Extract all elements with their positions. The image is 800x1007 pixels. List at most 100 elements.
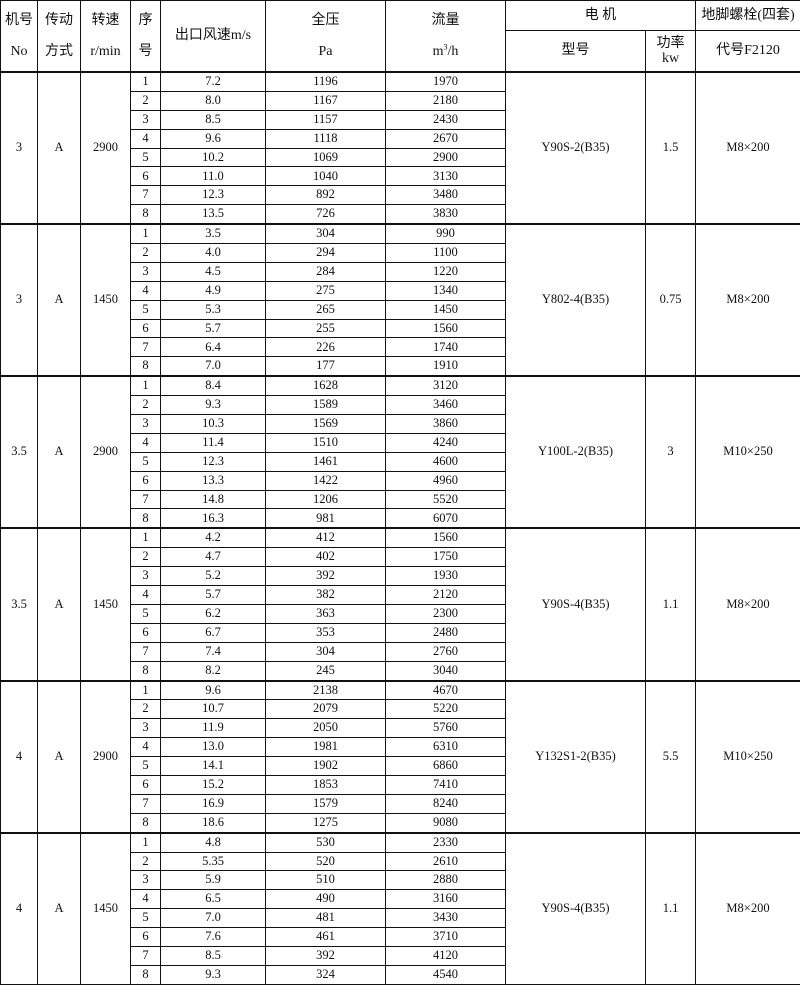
velocity-cell: 5.35 (160, 851, 266, 872)
seq-cell: 3 (130, 109, 161, 130)
bolt-cell: M8×200 (695, 527, 800, 682)
velocity-cell: 14.1 (160, 756, 266, 776)
flow-cell: 3040 (385, 660, 506, 682)
flow-cell: 4670 (385, 679, 506, 701)
pressure-cell: 265 (265, 299, 386, 320)
velocity-cell: 8.5 (160, 109, 266, 130)
pressure-cell: 324 (265, 964, 386, 985)
pressure-cell: 382 (265, 585, 386, 605)
seq-cell: 1 (130, 375, 161, 397)
pressure-cell: 275 (265, 280, 386, 301)
speed-cell: 1450 (80, 223, 131, 377)
seq-cell: 1 (130, 223, 161, 245)
drive-cell: A (37, 375, 81, 529)
speed-cell: 2900 (80, 375, 131, 529)
motor-power-cell: 1.1 (645, 831, 696, 985)
header-seq: 序号 (130, 0, 161, 73)
pressure-cell: 363 (265, 603, 386, 624)
machine-no-cell: 3.5 (0, 375, 38, 529)
seq-cell: 2 (130, 547, 161, 568)
table-row: 5 12.3 1461 4600 (1, 451, 800, 472)
bolt-cell: M8×200 (695, 223, 800, 377)
table-row: 7 8.5 392 4120 (1, 945, 800, 966)
velocity-cell: 6.2 (160, 603, 266, 624)
velocity-cell: 15.2 (160, 774, 266, 795)
velocity-cell: 8.5 (160, 945, 266, 966)
flow-cell: 5760 (385, 718, 506, 739)
seq-cell: 8 (130, 812, 161, 834)
header-motor: 电 机 (505, 0, 696, 31)
table-row: 4 11.4 1510 4240 (1, 432, 800, 453)
table-row: 4 A 1450 1 4.8 530 2330 Y90S-4(B35) 1.1 M8×200 (0, 831, 800, 985)
seq-cell: 4 (130, 280, 161, 301)
motor-power-cell: 5.5 (645, 679, 696, 834)
machine-no-cell: 4 (0, 679, 38, 834)
pressure-cell: 1206 (265, 489, 386, 510)
speed-cell: 1450 (80, 831, 131, 985)
pressure-cell: 1579 (265, 793, 386, 814)
header-drive: 传动 方式 (37, 0, 81, 73)
pressure-cell: 481 (265, 908, 386, 929)
pressure-cell: 226 (265, 337, 386, 358)
table-row: 3.5 A 1450 1 4.2 412 1560 Y90S-4(B35) 1.1 M8×200 (0, 527, 800, 682)
flow-cell: 4120 (385, 945, 506, 966)
motor-power-cell: 0.75 (645, 223, 696, 377)
seq-cell: 2 (130, 699, 161, 720)
speed-cell: 2900 (80, 70, 131, 225)
table-row: 7 12.3 892 3480 (1, 185, 800, 206)
pressure-cell: 1853 (265, 774, 386, 795)
velocity-cell: 9.6 (160, 128, 266, 149)
velocity-cell: 13.5 (160, 204, 266, 225)
flow-cell: 3830 (385, 204, 506, 225)
seq-cell: 4 (130, 889, 161, 910)
velocity-cell: 5.3 (160, 299, 266, 320)
pressure-cell: 353 (265, 622, 386, 643)
pressure-cell: 1461 (265, 451, 386, 472)
velocity-cell: 13.3 (160, 470, 266, 491)
table-row: 3 A 1450 1 3.5 304 990 Y802-4(B35) 0.75 M8×200 (0, 223, 800, 377)
velocity-cell: 6.5 (160, 889, 266, 910)
flow-cell: 1340 (385, 280, 506, 301)
flow-cell: 2760 (385, 641, 506, 662)
seq-cell: 1 (130, 831, 161, 853)
flow-cell: 4540 (385, 964, 506, 985)
pressure-cell: 1118 (265, 128, 386, 149)
flow-cell: 3120 (385, 375, 506, 397)
bolt-cell: M8×200 (695, 70, 800, 225)
table-row: 8 9.3 324 4540 (1, 964, 800, 985)
seq-cell: 7 (130, 337, 161, 358)
velocity-cell: 14.8 (160, 489, 266, 510)
pressure-cell: 412 (265, 527, 386, 549)
pressure-cell: 1157 (265, 109, 386, 130)
table-row: 2 10.7 2079 5220 (1, 699, 800, 720)
velocity-cell: 12.3 (160, 451, 266, 472)
pressure-cell: 255 (265, 318, 386, 339)
velocity-cell: 11.9 (160, 718, 266, 739)
table-row: 6 15.2 1853 7410 (1, 774, 800, 795)
header-speed: 转速 r/min (80, 0, 131, 73)
flow-cell: 1930 (385, 566, 506, 587)
pressure-cell: 726 (265, 204, 386, 225)
velocity-cell: 4.8 (160, 831, 266, 853)
flow-cell: 5220 (385, 699, 506, 720)
seq-cell: 7 (130, 945, 161, 966)
velocity-cell: 9.3 (160, 395, 266, 416)
flow-cell: 6310 (385, 737, 506, 758)
seq-cell: 5 (130, 908, 161, 929)
flow-cell: 2610 (385, 851, 506, 872)
flow-cell: 1560 (385, 527, 506, 549)
bolt-cell: M8×200 (695, 831, 800, 985)
velocity-cell: 4.2 (160, 527, 266, 549)
seq-cell: 6 (130, 927, 161, 947)
seq-cell: 6 (130, 318, 161, 339)
seq-cell: 2 (130, 851, 161, 872)
pressure-cell: 1510 (265, 432, 386, 453)
table-row: 3.5 A 2900 1 8.4 1628 3120 Y100L-2(B35) 3 M10×250 (0, 375, 800, 529)
seq-cell: 7 (130, 489, 161, 510)
flow-cell: 1450 (385, 299, 506, 320)
flow-cell: 2330 (385, 831, 506, 853)
flow-cell: 2180 (385, 90, 506, 111)
flow-cell: 1100 (385, 243, 506, 263)
flow-cell: 2900 (385, 147, 506, 168)
drive-cell: A (37, 679, 81, 834)
